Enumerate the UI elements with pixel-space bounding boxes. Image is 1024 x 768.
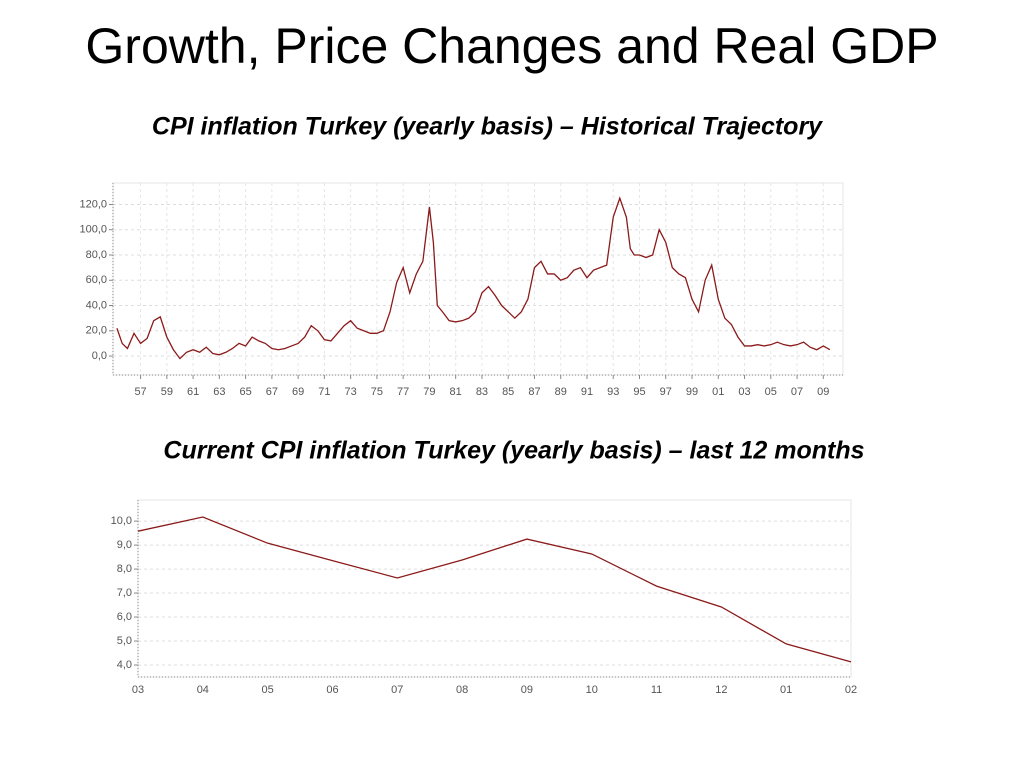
- x-tick-label: 07: [791, 386, 803, 398]
- x-tick-label: 10: [586, 684, 598, 696]
- y-tick-label: 60,0: [86, 274, 107, 286]
- x-tick-label: 79: [423, 386, 435, 398]
- y-tick-label: 0,0: [92, 350, 107, 362]
- x-tick-label: 01: [712, 386, 724, 398]
- data-line: [116, 196, 831, 360]
- x-tick-label: 75: [371, 386, 383, 398]
- x-tick-label: 08: [456, 684, 468, 696]
- slide-title: Growth, Price Changes and Real GDP: [85, 18, 938, 74]
- x-tick-label: 05: [765, 386, 777, 398]
- x-tick-label: 03: [738, 386, 750, 398]
- y-tick-label: 8,0: [117, 563, 132, 575]
- x-tick-label: 71: [318, 386, 330, 398]
- chart-title: CPI inflation Turkey (yearly basis) – Hi…: [152, 113, 823, 141]
- x-tick-label: 81: [450, 386, 462, 398]
- plot-area: [137, 499, 852, 678]
- x-tick-label: 57: [134, 386, 146, 398]
- x-tick-label: 91: [581, 386, 593, 398]
- x-tick-label: 83: [476, 386, 488, 398]
- x-tick-label: 01: [780, 684, 792, 696]
- x-tick-label: 05: [262, 684, 274, 696]
- x-tick-label: 61: [187, 386, 199, 398]
- x-tick-label: 77: [397, 386, 409, 398]
- y-tick-label: 80,0: [86, 249, 107, 261]
- x-tick-label: 09: [817, 386, 829, 398]
- y-tick-label: 40,0: [86, 299, 107, 311]
- y-tick-label: 10,0: [111, 515, 132, 527]
- y-tick-label: 7,0: [117, 587, 132, 599]
- x-tick-label: 07: [391, 684, 403, 696]
- x-tick-label: 87: [528, 386, 540, 398]
- x-tick-label: 67: [266, 386, 278, 398]
- x-tick-label: 12: [715, 684, 727, 696]
- x-tick-label: 04: [197, 684, 209, 696]
- y-tick-label: 5,0: [117, 635, 132, 647]
- x-tick-label: 73: [345, 386, 357, 398]
- chart-title: Current CPI inflation Turkey (yearly bas…: [163, 437, 864, 465]
- x-tick-label: 85: [502, 386, 514, 398]
- x-tick-label: 02: [845, 684, 857, 696]
- x-tick-label: 89: [555, 386, 567, 398]
- plot-area: [112, 182, 844, 376]
- x-tick-label: 03: [132, 684, 144, 696]
- y-tick-label: 20,0: [86, 325, 107, 337]
- x-tick-label: 09: [521, 684, 533, 696]
- x-tick-label: 99: [686, 386, 698, 398]
- y-tick-label: 4,0: [117, 659, 132, 671]
- data-line: [137, 516, 852, 663]
- y-tick-label: 6,0: [117, 611, 132, 623]
- x-tick-label: 06: [326, 684, 338, 696]
- x-tick-label: 97: [660, 386, 672, 398]
- y-tick-label: 100,0: [79, 224, 107, 236]
- y-tick-label: 9,0: [117, 539, 132, 551]
- x-tick-label: 65: [239, 386, 251, 398]
- x-tick-label: 95: [633, 386, 645, 398]
- x-tick-label: 93: [607, 386, 619, 398]
- x-tick-label: 63: [213, 386, 225, 398]
- x-tick-label: 69: [292, 386, 304, 398]
- y-tick-label: 120,0: [79, 198, 107, 210]
- x-tick-label: 11: [651, 684, 662, 696]
- x-tick-label: 59: [161, 386, 173, 398]
